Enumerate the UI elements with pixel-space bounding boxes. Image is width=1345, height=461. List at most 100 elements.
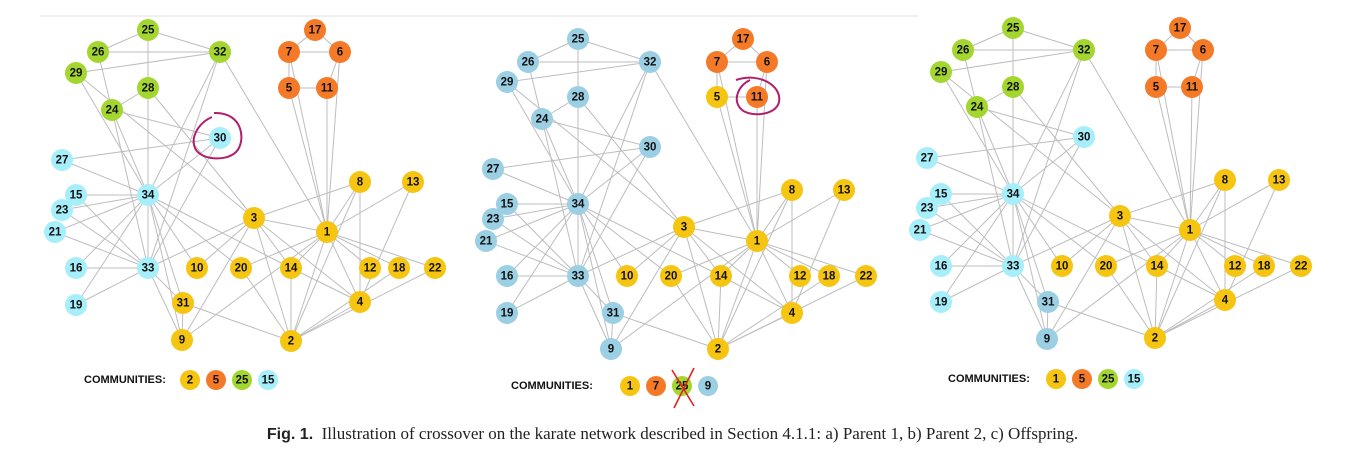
edge-2-31	[612, 312, 719, 350]
node-7: 7	[278, 41, 300, 63]
edge-1-3	[683, 226, 758, 242]
edge-19-34	[75, 194, 149, 306]
node-circle	[424, 257, 446, 279]
community-label: 15	[1128, 374, 1141, 386]
node-18: 18	[818, 265, 840, 287]
node-1: 1	[1179, 219, 1201, 241]
node-label: 18	[823, 271, 836, 283]
node-circle	[316, 77, 338, 99]
node-label: 32	[1078, 45, 1091, 57]
node-circle	[402, 171, 424, 193]
node-20: 20	[1095, 255, 1117, 277]
node-circle	[707, 338, 729, 360]
node-label: 34	[1007, 189, 1020, 201]
edge-24-30	[111, 109, 221, 139]
node-8: 8	[1214, 169, 1236, 191]
node-label: 10	[191, 263, 204, 275]
node-22: 22	[855, 265, 877, 287]
node-label: 23	[487, 214, 500, 226]
edge-21-33	[54, 231, 149, 269]
node-circle	[639, 136, 661, 158]
edge-1-9	[181, 231, 328, 341]
edge-16-34	[506, 203, 579, 277]
edge-32-33	[577, 61, 651, 277]
node-4: 4	[349, 291, 371, 313]
edge-2-18	[717, 275, 830, 350]
node-33: 33	[137, 257, 159, 279]
node-label: 8	[1222, 175, 1229, 187]
community-7: 7	[646, 376, 666, 396]
edge-24-33	[541, 118, 579, 277]
node-label: 15	[70, 190, 83, 202]
node-14: 14	[280, 257, 302, 279]
edge-29-32	[75, 51, 221, 74]
node-circle	[930, 291, 952, 313]
node-label: 16	[935, 261, 948, 273]
node-label: 19	[70, 300, 83, 312]
node-label: 9	[608, 344, 614, 356]
node-circle	[230, 257, 252, 279]
node-label: 10	[621, 271, 634, 283]
node-label: 24	[971, 102, 984, 114]
edge-32-34	[147, 51, 221, 196]
edge-27-34	[926, 157, 1014, 195]
community-circle	[258, 370, 278, 390]
node-label: 25	[572, 34, 585, 46]
community-label: 1	[1053, 374, 1060, 386]
community-label: 15	[262, 375, 275, 387]
node-circle	[1002, 17, 1024, 39]
node-circle	[51, 199, 73, 221]
node-5: 5	[1145, 76, 1167, 98]
edge-27-30	[926, 136, 1085, 159]
edge-14-34	[577, 203, 722, 277]
edge-1-3	[1119, 215, 1191, 231]
node-label: 32	[644, 57, 657, 69]
node-33: 33	[567, 265, 589, 287]
edge-21-33	[919, 229, 1014, 267]
node-label: 4	[1222, 295, 1229, 307]
node-12: 12	[359, 257, 381, 279]
node-circle	[209, 41, 231, 63]
edge-1-20	[240, 231, 328, 269]
edge-27-34	[61, 159, 149, 196]
node-8: 8	[781, 179, 803, 201]
node-label: 26	[957, 45, 970, 57]
edge-2-20	[1105, 265, 1156, 339]
node-1: 1	[746, 230, 768, 252]
node-label: 18	[393, 263, 406, 275]
edge-2-31	[1047, 301, 1156, 339]
community-25: 25	[1098, 369, 1118, 389]
node-19: 19	[930, 291, 952, 313]
node-circle	[567, 86, 589, 108]
node-label: 19	[501, 308, 514, 320]
node-circle	[781, 179, 803, 201]
node-circle	[278, 41, 300, 63]
edge-29-34	[506, 81, 579, 205]
node-circle	[1002, 255, 1024, 277]
node-9: 9	[171, 329, 193, 351]
node-label: 17	[1174, 23, 1187, 35]
node-16: 16	[930, 255, 952, 277]
node-circle	[1146, 255, 1168, 277]
node-circle	[855, 265, 877, 287]
node-label: 12	[1229, 261, 1242, 273]
node-label: 16	[501, 271, 514, 283]
node-26: 26	[952, 39, 974, 61]
edge-1-2	[717, 240, 758, 350]
node-circle	[496, 71, 518, 93]
node-21: 21	[475, 230, 497, 252]
node-circle	[388, 257, 410, 279]
node-circle	[1179, 219, 1201, 241]
node-circle	[316, 221, 338, 243]
node-label: 9	[179, 335, 185, 347]
node-5: 5	[706, 86, 728, 108]
node-label: 13	[838, 185, 851, 197]
node-25: 25	[137, 19, 159, 41]
node-circle	[567, 193, 589, 215]
node-7: 7	[1145, 39, 1167, 61]
node-27: 27	[916, 147, 938, 169]
node-label: 33	[142, 263, 155, 275]
edge-1-4	[326, 231, 361, 303]
edge-2-18	[1154, 265, 1265, 339]
community-label: 1	[627, 381, 634, 393]
